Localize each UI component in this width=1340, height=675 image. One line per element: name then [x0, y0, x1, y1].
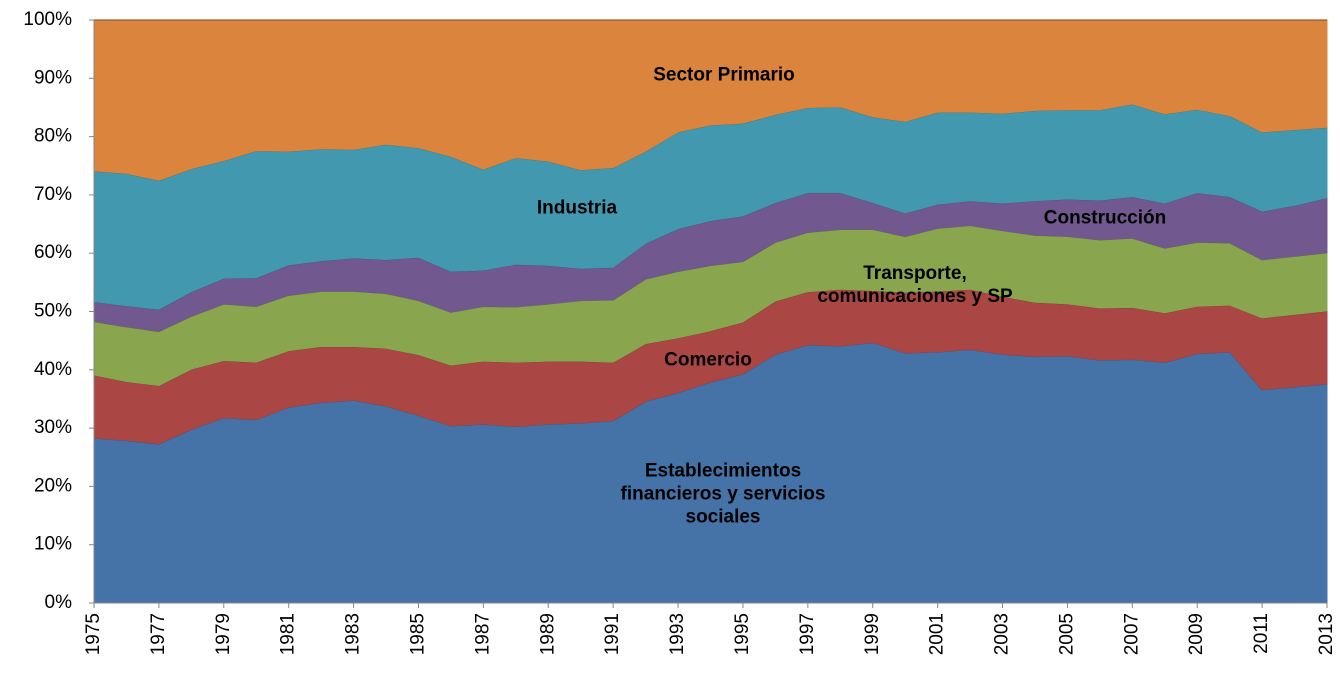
y-tick-label: 50%: [34, 301, 72, 322]
x-tick-label: 1987: [472, 613, 493, 655]
series-label: Establecimientos financieros y servicios…: [620, 460, 826, 528]
x-tick-label: 1979: [213, 613, 234, 655]
x-tick-label: 2007: [1121, 613, 1142, 655]
x-tick-label: 1999: [862, 613, 883, 655]
series-label: Construcción: [1043, 207, 1167, 229]
x-tick-label: 2011: [1251, 613, 1272, 654]
y-tick-label: 90%: [34, 67, 72, 88]
x-tick-label: 1997: [797, 613, 818, 655]
x-tick-label: 1983: [343, 613, 364, 655]
y-tick-label: 20%: [34, 475, 72, 496]
y-tick-label: 0%: [45, 592, 73, 613]
x-tick-label: 2009: [1186, 613, 1207, 655]
x-tick-label: 1981: [278, 613, 299, 655]
y-tick-label: 60%: [34, 242, 72, 263]
series-label: Transporte, comunicaciones y SP: [817, 263, 1013, 307]
x-tick-label: 2001: [927, 613, 948, 655]
series-label: Comercio: [664, 349, 752, 371]
series-label: Industria: [536, 197, 618, 219]
x-tick-label: 2003: [992, 613, 1013, 655]
area: [93, 19, 1328, 181]
series-label: Sector Primario: [653, 64, 795, 86]
x-tick-label: 1975: [83, 613, 104, 655]
x-tick-label: 1989: [537, 613, 558, 655]
x-tick-label: 1985: [407, 613, 428, 655]
y-tick-label: 10%: [34, 534, 72, 555]
y-tick-label: 30%: [34, 417, 72, 438]
x-tick-label: 2013: [1316, 613, 1337, 655]
x-tick-label: 1977: [148, 613, 169, 655]
x-tick-label: 1991: [602, 613, 623, 655]
x-tick-label: 1995: [732, 613, 753, 655]
x-tick-label: 1993: [667, 613, 688, 655]
y-tick-label: 70%: [34, 184, 72, 205]
y-tick-label: 40%: [34, 359, 72, 380]
x-tick-label: 2005: [1056, 613, 1077, 655]
y-tick-label: 100%: [23, 9, 72, 30]
y-tick-label: 80%: [34, 126, 72, 147]
